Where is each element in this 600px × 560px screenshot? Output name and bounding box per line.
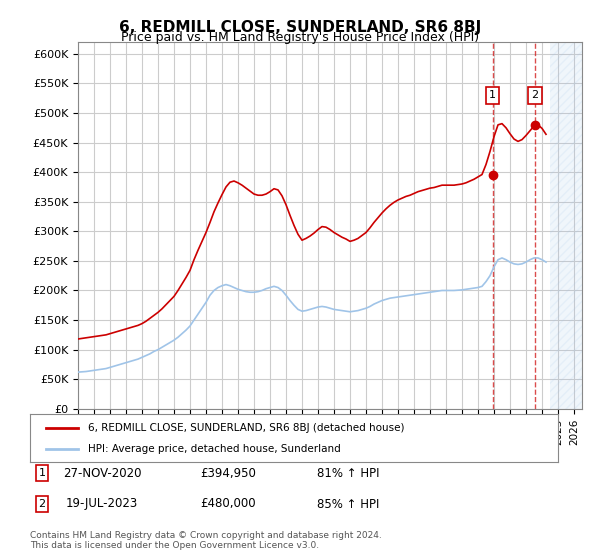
Text: Contains HM Land Registry data © Crown copyright and database right 2024.
This d: Contains HM Land Registry data © Crown c… [30,530,382,550]
Text: Price paid vs. HM Land Registry's House Price Index (HPI): Price paid vs. HM Land Registry's House … [121,31,479,44]
Text: £394,950: £394,950 [200,466,256,480]
Text: 2: 2 [531,90,538,100]
Text: 1: 1 [38,468,46,478]
Text: 6, REDMILL CLOSE, SUNDERLAND, SR6 8BJ (detached house): 6, REDMILL CLOSE, SUNDERLAND, SR6 8BJ (d… [88,423,404,433]
Text: 27-NOV-2020: 27-NOV-2020 [63,466,141,480]
Text: 85% ↑ HPI: 85% ↑ HPI [317,497,379,511]
Bar [550,42,582,409]
Text: 6, REDMILL CLOSE, SUNDERLAND, SR6 8BJ: 6, REDMILL CLOSE, SUNDERLAND, SR6 8BJ [119,20,481,35]
Text: 19-JUL-2023: 19-JUL-2023 [66,497,138,511]
Text: HPI: Average price, detached house, Sunderland: HPI: Average price, detached house, Sund… [88,444,341,454]
Text: 2: 2 [38,499,46,509]
Text: 1: 1 [489,90,496,100]
Text: £480,000: £480,000 [200,497,256,511]
Text: 81% ↑ HPI: 81% ↑ HPI [317,466,379,480]
